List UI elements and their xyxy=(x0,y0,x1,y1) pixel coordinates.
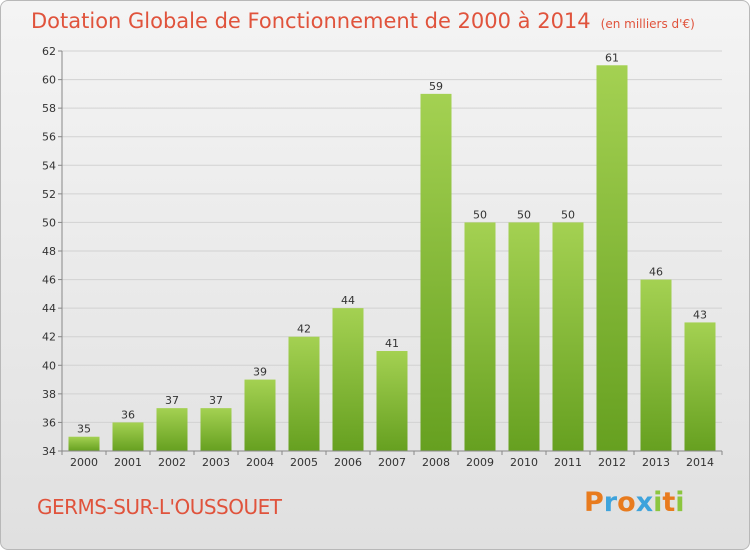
x-tick-label: 2003 xyxy=(202,456,230,469)
data-label-2005: 42 xyxy=(297,323,311,336)
x-axis-ticks: 2000 2001 2002 2003 2004 2005 2006 2007 2008 2009… xyxy=(61,451,723,469)
x-tick-label: 2008 xyxy=(422,456,450,469)
bar-2011 xyxy=(552,222,584,451)
bar-2006 xyxy=(332,308,364,451)
unit-note: (en milliers d'€) xyxy=(600,17,695,31)
logo-letter: o xyxy=(617,487,636,518)
y-tick-label: 50 xyxy=(42,216,56,229)
data-label-2014: 43 xyxy=(693,308,707,321)
data-label-2011: 50 xyxy=(561,208,575,221)
y-axis-ticks: 34 36 38 40 42 44 46 48 50 52 54 56 58 60 62 xyxy=(42,45,62,458)
y-tick-label: 58 xyxy=(42,102,56,115)
x-tick-label: 2014 xyxy=(686,456,714,469)
bar-2010 xyxy=(508,222,540,451)
y-tick-label: 36 xyxy=(42,416,56,429)
bar-2005 xyxy=(288,336,320,451)
y-tick-label: 54 xyxy=(42,159,56,172)
logo-letter: i xyxy=(675,487,685,518)
logo-letter: t xyxy=(662,487,676,518)
x-tick-label: 2005 xyxy=(290,456,318,469)
y-tick-label: 56 xyxy=(42,131,56,144)
data-label-2013: 46 xyxy=(649,266,663,279)
bar-2001 xyxy=(112,422,144,451)
y-tick-label: 48 xyxy=(42,245,56,258)
y-tick-label: 52 xyxy=(42,188,56,201)
bar-2002 xyxy=(156,408,188,451)
y-tick-label: 38 xyxy=(42,388,56,401)
commune-name: GERMS-SUR-L'OUSSOUET xyxy=(37,495,282,519)
data-label-2006: 44 xyxy=(341,294,355,307)
x-tick-label: 2010 xyxy=(510,456,538,469)
x-tick-label: 2012 xyxy=(598,456,626,469)
data-label-2001: 36 xyxy=(121,408,135,421)
bar-2000 xyxy=(68,436,100,451)
chart-title-text: Dotation Globale de Fonctionnement de 20… xyxy=(31,9,591,33)
bar-2014 xyxy=(684,322,716,451)
logo-letter: r xyxy=(603,487,618,518)
bar-2012 xyxy=(596,65,628,452)
logo-letter: P xyxy=(584,487,604,518)
logo-letter: x xyxy=(635,487,654,518)
x-tick-label: 2002 xyxy=(158,456,186,469)
bar-2004 xyxy=(244,379,276,451)
y-tick-label: 46 xyxy=(42,274,56,287)
x-tick-label: 2007 xyxy=(378,456,406,469)
bar-2003 xyxy=(200,408,232,451)
y-tick-label: 40 xyxy=(42,359,56,372)
proxiti-logo: Proxiti xyxy=(584,487,685,518)
x-tick-label: 2009 xyxy=(466,456,494,469)
bar-2013 xyxy=(640,279,672,451)
x-tick-label: 2011 xyxy=(554,456,582,469)
chart-title: Dotation Globale de Fonctionnement de 20… xyxy=(31,9,695,33)
y-tick-label: 62 xyxy=(42,45,56,58)
x-tick-label: 2006 xyxy=(334,456,362,469)
bar-2007 xyxy=(376,351,408,451)
y-tick-label: 60 xyxy=(42,74,56,87)
x-tick-label: 2013 xyxy=(642,456,670,469)
bar-2008 xyxy=(420,93,452,451)
data-label-2008: 59 xyxy=(429,80,443,93)
x-tick-label: 2001 xyxy=(114,456,142,469)
data-label-2009: 50 xyxy=(473,208,487,221)
y-tick-label: 34 xyxy=(42,445,56,458)
logo-letter: i xyxy=(653,487,663,518)
x-tick-label: 2004 xyxy=(246,456,274,469)
bar-2009 xyxy=(464,222,496,451)
axes xyxy=(61,51,722,452)
data-label-2004: 39 xyxy=(253,366,267,379)
bars: 35 36 37 37 39 42 44 41 59 50 50 50 61 46 43 xyxy=(68,51,716,452)
data-label-2002: 37 xyxy=(165,394,179,407)
y-tick-label: 42 xyxy=(42,331,56,344)
data-label-2007: 41 xyxy=(385,337,399,350)
data-label-2012: 61 xyxy=(605,51,619,64)
data-label-2000: 35 xyxy=(77,423,91,436)
data-label-2010: 50 xyxy=(517,208,531,221)
y-tick-label: 44 xyxy=(42,302,56,315)
x-tick-label: 2000 xyxy=(70,456,98,469)
data-label-2003: 37 xyxy=(209,394,223,407)
